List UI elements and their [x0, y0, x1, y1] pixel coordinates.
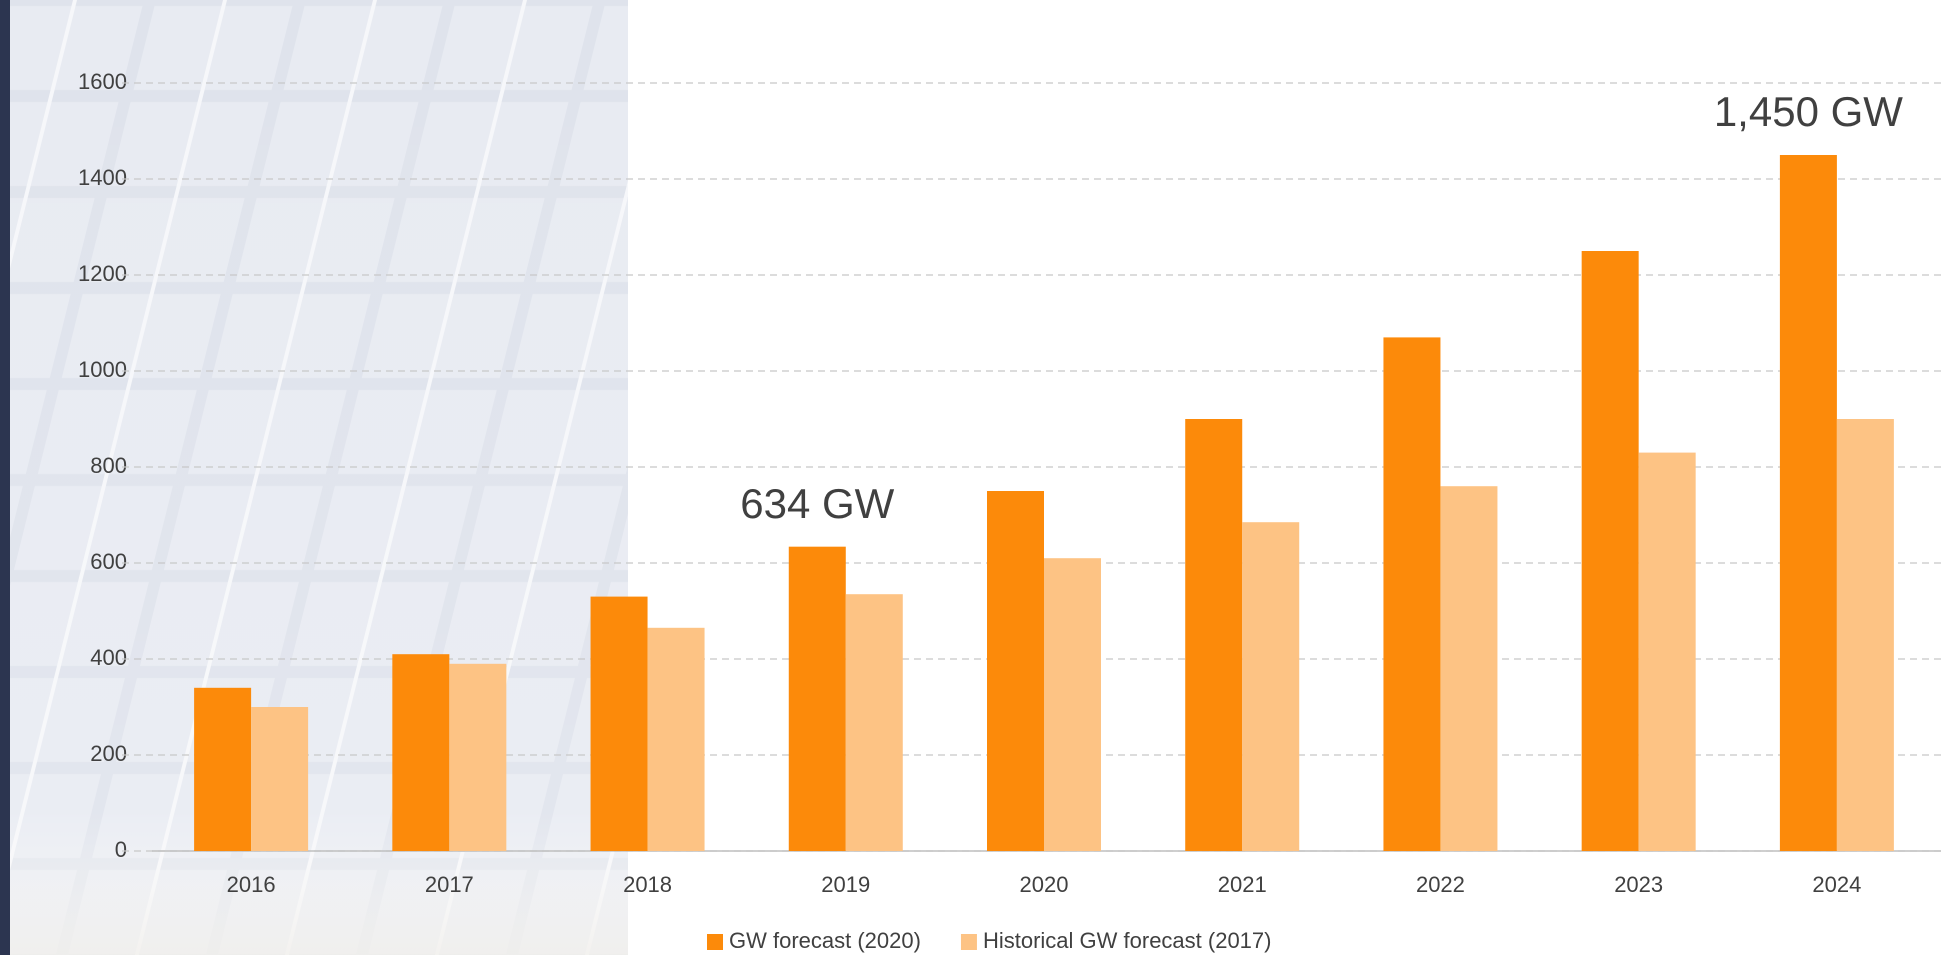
bar [251, 707, 309, 851]
bar [1044, 558, 1101, 851]
legend-label: Historical GW forecast (2017) [983, 928, 1272, 953]
y-tick-label: 0 [115, 837, 127, 862]
bar [647, 627, 705, 851]
y-tick-label: 1600 [78, 69, 127, 94]
x-tick-label: 2016 [227, 872, 276, 897]
x-tick-label: 2022 [1416, 872, 1465, 897]
bar [194, 687, 252, 851]
bar [1581, 251, 1639, 851]
data-label: 634 GW [740, 480, 894, 527]
legend-swatch [707, 934, 723, 950]
y-tick-label: 1000 [78, 357, 127, 382]
y-tick-label: 200 [90, 741, 127, 766]
x-tick-label: 2018 [623, 872, 672, 897]
bar [1185, 419, 1243, 851]
bar [449, 663, 507, 851]
bar [1242, 522, 1300, 851]
x-tick-label: 2017 [425, 872, 474, 897]
x-tick-label: 2021 [1218, 872, 1267, 897]
bar [1383, 337, 1441, 851]
bar [845, 594, 903, 851]
bar [392, 654, 450, 851]
bar [788, 546, 846, 851]
x-tick-label: 2023 [1614, 872, 1663, 897]
y-tick-label: 800 [90, 453, 127, 478]
bar [1779, 155, 1837, 851]
y-tick-label: 400 [90, 645, 127, 670]
legend-label: GW forecast (2020) [729, 928, 921, 953]
bar [1638, 452, 1696, 851]
y-tick-label: 600 [90, 549, 127, 574]
bar [987, 491, 1044, 851]
y-tick-label: 1200 [78, 261, 127, 286]
y-tick-label: 1400 [78, 165, 127, 190]
legend-swatch [960, 934, 977, 950]
x-tick-label: 2019 [821, 872, 870, 897]
data-label: 1,450 GW [1714, 88, 1903, 135]
background-photo [0, 0, 628, 955]
x-tick-label: 2024 [1812, 872, 1861, 897]
bar [590, 596, 648, 851]
x-tick-label: 2020 [1020, 872, 1069, 897]
bar [1440, 486, 1498, 851]
bar [1836, 419, 1894, 851]
